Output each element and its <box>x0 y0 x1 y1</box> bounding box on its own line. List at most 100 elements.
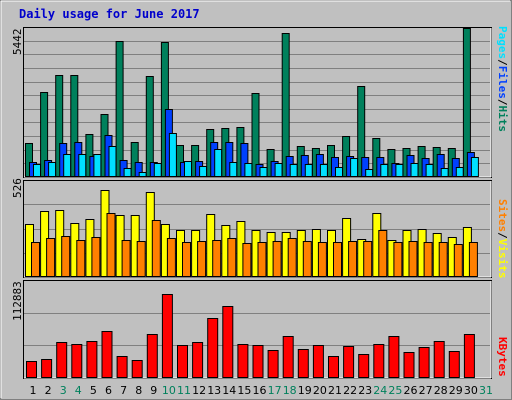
hits-ymax-label: 5442 <box>11 28 24 56</box>
day-label-8: 8 <box>135 384 142 397</box>
bar-kbytes-day-12 <box>192 342 204 378</box>
bar-sites-day-16 <box>257 242 267 277</box>
bar-pages-day-3 <box>63 154 72 177</box>
bar-sites-day-1 <box>31 242 40 277</box>
bar-sites-day-7 <box>121 240 131 277</box>
day-label-7: 7 <box>120 384 127 397</box>
bar-kbytes-day-17 <box>267 350 279 378</box>
bar-kbytes-day-28 <box>433 341 445 378</box>
day-label-26: 26 <box>404 384 418 397</box>
bar-kbytes-day-10 <box>161 294 173 378</box>
legend-visits-sites: Sites/Visits <box>496 199 509 279</box>
bar-pages-day-17 <box>274 163 283 177</box>
bar-kbytes-day-25 <box>388 336 400 378</box>
bar-kbytes-day-27 <box>418 347 430 378</box>
day-label-22: 22 <box>343 384 357 397</box>
bar-sites-day-8 <box>136 241 146 277</box>
bar-pages-day-10 <box>168 133 177 177</box>
kbytes-ymax-label: 112883 <box>11 281 24 321</box>
bar-sites-day-14 <box>227 238 237 277</box>
bar-pages-day-5 <box>93 154 102 177</box>
day-label-31: 31 <box>479 384 493 397</box>
bar-sites-day-3 <box>61 236 71 277</box>
bar-pages-day-2 <box>48 162 57 177</box>
day-label-6: 6 <box>105 384 112 397</box>
bar-kbytes-day-24 <box>373 344 385 378</box>
legend-kbytes-wrap: KBytes <box>496 337 509 377</box>
bar-sites-day-4 <box>76 240 86 277</box>
day-label-14: 14 <box>222 384 236 397</box>
bar-pages-day-9 <box>153 163 162 177</box>
bar-pages-day-25 <box>395 164 404 177</box>
day-label-9: 9 <box>150 384 157 397</box>
bar-kbytes-day-16 <box>252 345 264 378</box>
bar-sites-day-25 <box>393 242 403 277</box>
bar-pages-day-27 <box>425 164 434 177</box>
day-label-17: 17 <box>268 384 282 397</box>
bar-hits-day-18 <box>281 33 290 177</box>
bar-kbytes-day-26 <box>403 352 415 378</box>
bar-kbytes-day-3 <box>56 342 68 378</box>
bar-pages-day-14 <box>229 162 238 177</box>
bar-sites-day-2 <box>46 238 56 277</box>
bar-pages-day-28 <box>440 168 449 177</box>
legend-hits: Hits <box>496 105 509 133</box>
bar-pages-day-21 <box>335 167 343 177</box>
day-label-19: 19 <box>298 384 312 397</box>
visits-ymax-label: 526 <box>11 178 24 198</box>
bar-pages-day-19 <box>304 164 313 177</box>
bar-kbytes-day-21 <box>328 356 339 378</box>
legend-sep: / <box>496 59 509 66</box>
bar-pages-day-23 <box>365 169 374 177</box>
bar-kbytes-day-15 <box>237 344 249 378</box>
bar-kbytes-day-23 <box>358 354 370 378</box>
bar-kbytes-day-29 <box>448 351 460 378</box>
bar-sites-day-26 <box>408 241 418 277</box>
bar-kbytes-day-5 <box>86 341 98 378</box>
bar-sites-day-21 <box>333 242 342 277</box>
bar-sites-day-20 <box>317 242 327 277</box>
bar-pages-day-22 <box>350 158 359 177</box>
bar-sites-day-5 <box>91 237 101 277</box>
bar-sites-day-30 <box>468 242 478 277</box>
day-label-12: 12 <box>192 384 206 397</box>
day-label-2: 2 <box>45 384 52 397</box>
bar-pages-day-16 <box>259 167 268 177</box>
bar-kbytes-day-19 <box>297 349 309 378</box>
bar-kbytes-day-18 <box>282 336 294 378</box>
bar-kbytes-day-9 <box>146 334 158 378</box>
bar-sites-day-6 <box>106 213 116 277</box>
bar-kbytes-day-11 <box>177 345 188 378</box>
bar-hits-day-7 <box>115 41 124 177</box>
day-label-20: 20 <box>313 384 327 397</box>
bar-pages-day-7 <box>123 168 132 177</box>
bar-hits-day-9 <box>145 76 154 177</box>
day-label-23: 23 <box>358 384 372 397</box>
bar-kbytes-day-8 <box>131 360 143 378</box>
bar-sites-day-24 <box>378 230 388 277</box>
bar-kbytes-day-30 <box>463 334 475 378</box>
bar-kbytes-day-7 <box>116 356 128 378</box>
bar-sites-day-13 <box>212 240 222 277</box>
bar-pages-day-13 <box>214 149 223 177</box>
bar-kbytes-day-22 <box>343 346 355 378</box>
bar-sites-day-10 <box>166 238 176 277</box>
bar-sites-day-22 <box>348 241 358 277</box>
day-label-18: 18 <box>283 384 297 397</box>
bar-pages-day-26 <box>410 163 419 177</box>
bar-pages-day-11 <box>184 161 192 177</box>
day-label-10: 10 <box>162 384 176 397</box>
day-label-29: 29 <box>449 384 463 397</box>
day-label-15: 15 <box>237 384 251 397</box>
day-label-5: 5 <box>90 384 97 397</box>
day-label-27: 27 <box>419 384 433 397</box>
day-label-16: 16 <box>253 384 267 397</box>
day-label-24: 24 <box>373 384 387 397</box>
bar-kbytes-day-20 <box>312 345 324 378</box>
bar-kbytes-day-2 <box>41 359 53 378</box>
bar-sites-day-27 <box>423 242 433 277</box>
bar-sites-day-19 <box>302 241 312 277</box>
day-label-4: 4 <box>75 384 82 397</box>
bar-pages-day-1 <box>33 164 41 177</box>
